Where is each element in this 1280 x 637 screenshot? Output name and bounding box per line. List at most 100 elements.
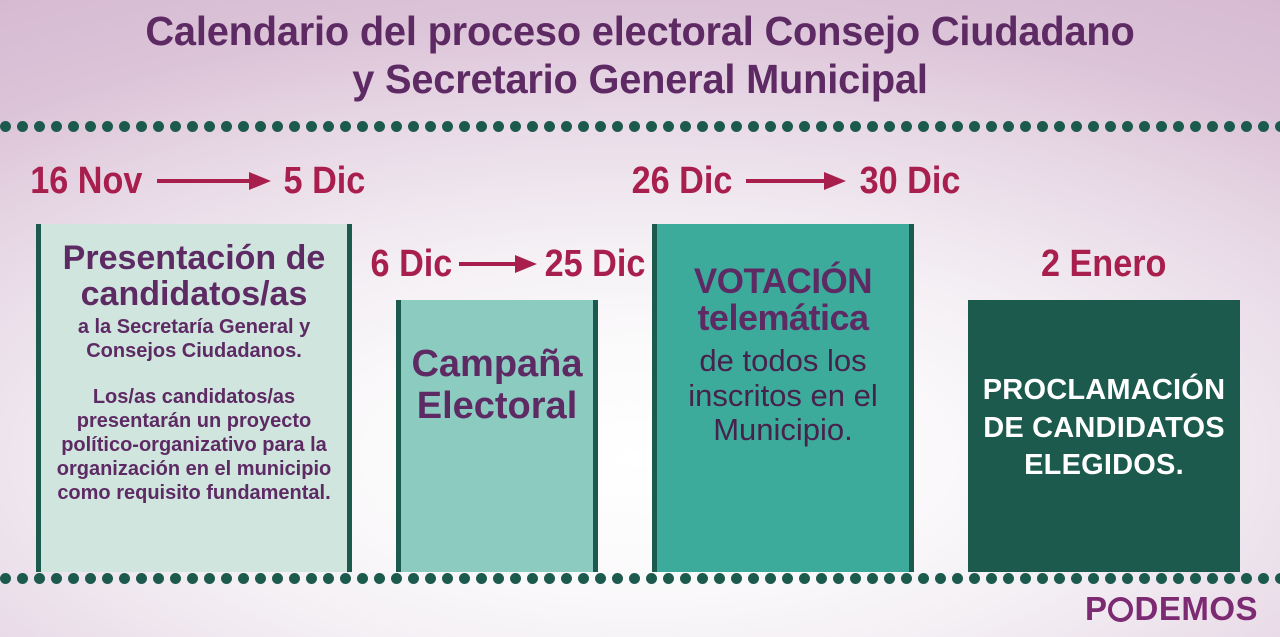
divider-dot xyxy=(833,121,844,132)
panel-subtext-1: a la Secretaría General y Consejos Ciuda… xyxy=(77,316,311,362)
divider-dot xyxy=(187,121,198,132)
divider-dot xyxy=(969,121,980,132)
divider-dot xyxy=(1071,121,1082,132)
divider-dot xyxy=(1275,573,1280,584)
divider-dot xyxy=(102,573,113,584)
divider-dot xyxy=(1190,573,1201,584)
divider-dot xyxy=(323,573,334,584)
divider-dot xyxy=(1156,121,1167,132)
divider-dot xyxy=(255,121,266,132)
divider-dot xyxy=(68,121,79,132)
divider-dot xyxy=(884,573,895,584)
divider-dot xyxy=(1122,121,1133,132)
divider-dot xyxy=(425,573,436,584)
divider-dot xyxy=(1224,573,1235,584)
panel-bar-right-2 xyxy=(593,300,598,572)
panel-heading-2: Campaña Electoral xyxy=(411,343,583,427)
divider-dot xyxy=(1105,121,1116,132)
divider-dot xyxy=(34,573,45,584)
divider-dot xyxy=(612,121,623,132)
divider-dot xyxy=(340,573,351,584)
divider-dot xyxy=(0,573,11,584)
divider-dot xyxy=(0,121,11,132)
divider-dot xyxy=(748,121,759,132)
divider-dot xyxy=(68,573,79,584)
divider-dot xyxy=(1020,573,1031,584)
divider-dot xyxy=(289,573,300,584)
date-start-4: 2 Enero xyxy=(1041,243,1167,285)
divider-dot xyxy=(595,573,606,584)
divider-dot xyxy=(935,573,946,584)
panel-campana: Campaña Electoral xyxy=(396,300,598,572)
divider-dot xyxy=(51,573,62,584)
divider-dot xyxy=(170,573,181,584)
divider-dot xyxy=(323,121,334,132)
divider-dot xyxy=(306,121,317,132)
date-start-1: 16 Nov xyxy=(30,160,143,202)
divider-dot xyxy=(1071,573,1082,584)
arrow-icon-2 xyxy=(458,255,537,273)
divider-dot xyxy=(204,121,215,132)
logo-tail: DEMOS xyxy=(1134,590,1258,627)
divider-dot xyxy=(765,121,776,132)
divider-dot xyxy=(884,121,895,132)
divider-dot xyxy=(1105,573,1116,584)
divider-dot xyxy=(731,573,742,584)
divider-dot xyxy=(850,573,861,584)
divider-dot xyxy=(833,573,844,584)
divider-dot xyxy=(238,121,249,132)
divider-dot xyxy=(187,573,198,584)
divider-dot xyxy=(680,121,691,132)
date-end-1: 5 Dic xyxy=(283,160,365,202)
divider-dot xyxy=(918,573,929,584)
divider-dot xyxy=(595,121,606,132)
panel-heading-3-line-1: VOTACIÓN xyxy=(693,262,873,301)
divider-dot xyxy=(459,573,470,584)
divider-dot xyxy=(646,573,657,584)
panel-body-3: de todos los inscritos en el Municipio. xyxy=(688,343,878,447)
divider-dot xyxy=(867,121,878,132)
divider-dot xyxy=(391,121,402,132)
divider-dot xyxy=(867,573,878,584)
panel-heading-1: Presentación de candidatos/as xyxy=(62,239,326,314)
divider-dot xyxy=(1037,573,1048,584)
divider-dot xyxy=(918,121,929,132)
divider-dot xyxy=(748,573,759,584)
divider-dot xyxy=(340,121,351,132)
divider-dot xyxy=(1241,121,1252,132)
divider-dot xyxy=(731,121,742,132)
divider-dot xyxy=(1258,573,1269,584)
divider-dot xyxy=(782,121,793,132)
divider-dot xyxy=(153,121,164,132)
panel-bar-right-1 xyxy=(347,224,352,572)
panel-body-1: Los/as candidatos/as presentarán un proy… xyxy=(56,386,332,505)
panel-bar-left-3 xyxy=(652,224,657,572)
divider-dot xyxy=(527,121,538,132)
arrow-icon-1 xyxy=(156,172,271,190)
date-range-3: 26 Dic 30 Dic xyxy=(626,162,966,200)
page-title-line-2: y Secretario General Municipal xyxy=(352,55,928,102)
divider-dot xyxy=(442,573,453,584)
divider-dot xyxy=(374,121,385,132)
divider-dot xyxy=(1020,121,1031,132)
date-range-1: 16 Nov 5 Dic xyxy=(24,160,365,202)
date-end-3: 30 Dic xyxy=(859,160,961,202)
panel-heading-3-line-2: telemática xyxy=(697,296,869,338)
divider-dot xyxy=(935,121,946,132)
divider-dot xyxy=(901,573,912,584)
divider-dot xyxy=(34,121,45,132)
divider-dot xyxy=(969,573,980,584)
divider-dot xyxy=(459,121,470,132)
divider-dot xyxy=(85,121,96,132)
divider-dot xyxy=(561,121,572,132)
divider-dot xyxy=(578,121,589,132)
divider-dot xyxy=(476,121,487,132)
divider-dot xyxy=(272,573,283,584)
divider-dot xyxy=(221,121,232,132)
divider-dot xyxy=(493,121,504,132)
panel-proclamacion: PROCLAMACIÓN DE CANDIDATOS ELEGIDOS. xyxy=(968,300,1240,572)
dotted-divider-top xyxy=(0,120,1280,133)
divider-dot xyxy=(102,121,113,132)
divider-dot xyxy=(527,573,538,584)
